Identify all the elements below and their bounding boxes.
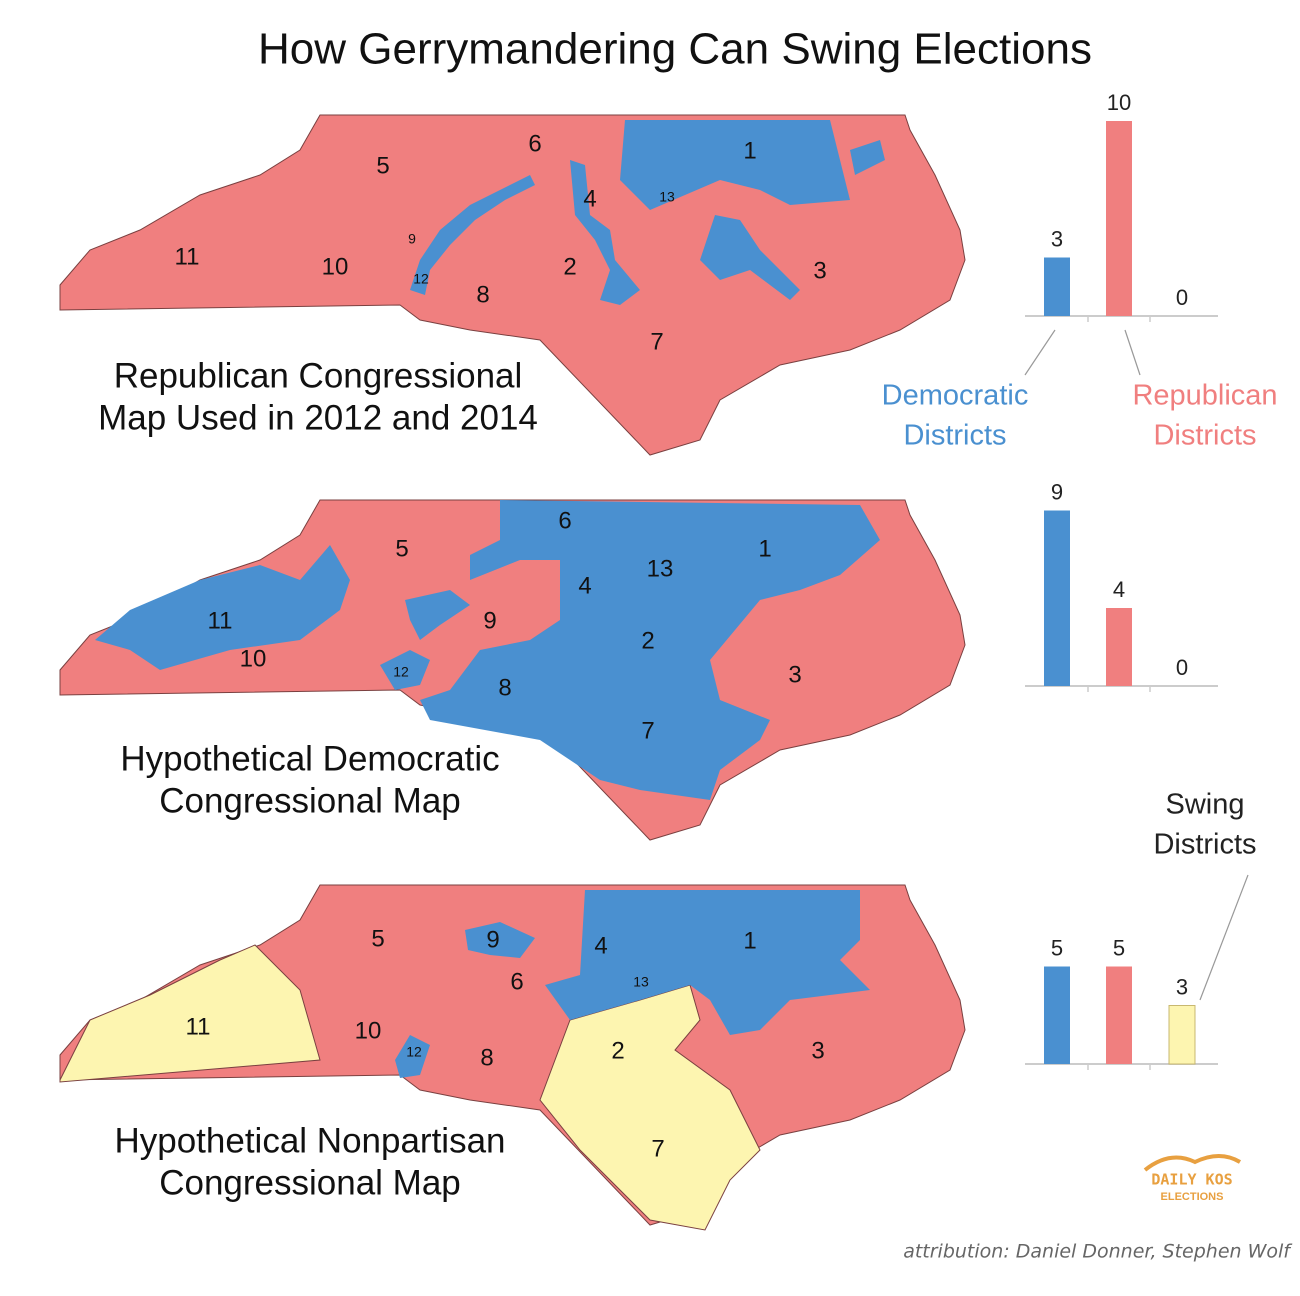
- district-label: 3: [811, 1037, 824, 1064]
- bar: [1044, 257, 1070, 316]
- district-label: 6: [510, 968, 523, 995]
- district-label: 4: [578, 572, 591, 599]
- value-label: 5: [1113, 935, 1125, 960]
- legend-republican: Districts: [1153, 420, 1256, 452]
- district-label: 2: [641, 627, 654, 654]
- district-label: 1: [743, 927, 756, 954]
- district-label: 13: [647, 555, 674, 582]
- district-label: 12: [413, 271, 429, 287]
- bar: [1106, 121, 1132, 316]
- district-label: 6: [558, 507, 571, 534]
- district-label: 5: [395, 535, 408, 562]
- value-label: 9: [1051, 479, 1063, 504]
- district-label: 11: [208, 607, 233, 634]
- district-label: 7: [650, 328, 663, 355]
- bar: [1044, 510, 1070, 686]
- bar: [1106, 608, 1132, 686]
- district-label: 2: [611, 1037, 624, 1064]
- district-label: 9: [483, 607, 496, 634]
- logo: DAILY KOS ELECTIONS: [1143, 1154, 1242, 1203]
- value-label: 0: [1176, 655, 1188, 680]
- legend-swing: Swing: [1166, 789, 1245, 821]
- district-label: 10: [322, 253, 349, 280]
- map-republican: [59, 114, 966, 456]
- district-label: 3: [788, 661, 801, 688]
- district-label: 4: [594, 932, 607, 959]
- map-caption: Hypothetical Nonpartisan: [114, 1121, 505, 1160]
- district-label: 3: [813, 257, 826, 284]
- district-label: 8: [498, 674, 511, 701]
- logo-text: ELECTIONS: [1161, 1191, 1224, 1203]
- district-label: 10: [355, 1017, 382, 1044]
- district-label: 9: [486, 926, 499, 953]
- map-caption: Republican Congressional: [114, 356, 523, 395]
- legend-democratic: Districts: [903, 420, 1006, 452]
- district-label: 2: [563, 253, 576, 280]
- bar: [1044, 966, 1070, 1064]
- district-label: 12: [393, 664, 409, 680]
- title: How Gerrymandering Can Swing Elections: [258, 25, 1092, 74]
- district-label: 9: [408, 231, 416, 247]
- value-label: 3: [1051, 226, 1063, 251]
- district-label: 8: [480, 1044, 493, 1071]
- legend-democratic: Democratic: [882, 380, 1029, 412]
- legend-swing: Districts: [1153, 829, 1256, 861]
- value-label: 3: [1176, 974, 1188, 999]
- value-label: 0: [1176, 285, 1188, 310]
- bar: [1168, 1005, 1196, 1065]
- legend-republican: Republican: [1132, 380, 1277, 412]
- map-nonpartisan: [59, 884, 966, 1231]
- logo-text: DAILY KOS: [1151, 1171, 1232, 1189]
- district-label: 13: [659, 189, 675, 205]
- district-label: 4: [583, 185, 596, 212]
- district-label: 12: [406, 1044, 422, 1060]
- map-caption: Map Used in 2012 and 2014: [98, 398, 538, 437]
- district-label: 11: [186, 1013, 211, 1040]
- map-democratic: [59, 499, 966, 841]
- value-label: 4: [1113, 577, 1125, 602]
- district-label: 5: [376, 152, 389, 179]
- attribution: attribution: Daniel Donner, Stephen Wolf: [903, 1241, 1293, 1263]
- district-label: 11: [175, 243, 200, 270]
- value-label: 10: [1107, 90, 1131, 115]
- district-label: 13: [633, 974, 649, 990]
- district-label: 6: [528, 130, 541, 157]
- district-label: 5: [371, 925, 384, 952]
- district-label: 1: [758, 535, 771, 562]
- district-label: 7: [651, 1135, 664, 1162]
- district-label: 8: [476, 281, 489, 308]
- map-caption: Congressional Map: [159, 781, 461, 820]
- value-label: 5: [1051, 935, 1063, 960]
- map-caption: Congressional Map: [159, 1163, 461, 1202]
- leader-lines: [1024, 329, 1249, 1001]
- district-label: 7: [641, 717, 654, 744]
- district-label: 10: [240, 645, 267, 672]
- district-label: 1: [743, 137, 756, 164]
- bar: [1106, 966, 1132, 1064]
- map-caption: Hypothetical Democratic: [120, 739, 499, 778]
